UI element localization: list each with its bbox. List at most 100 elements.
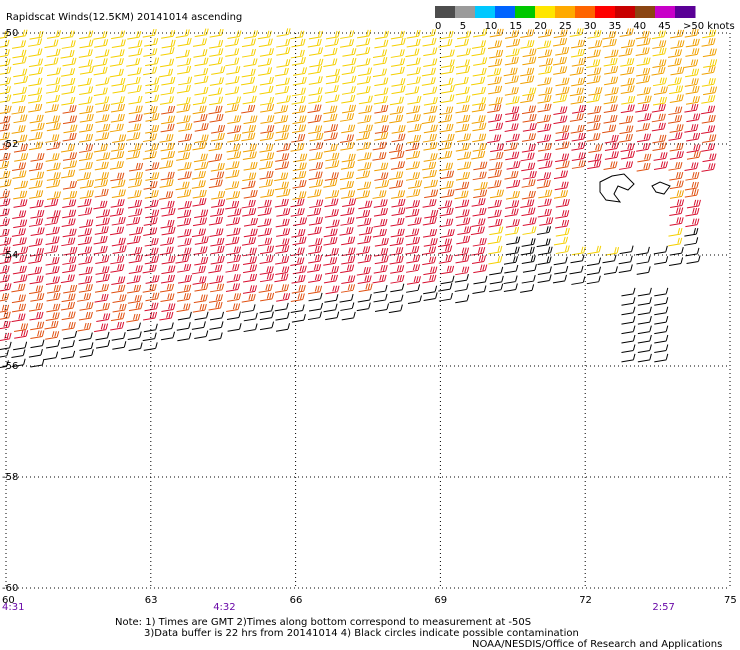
legend-swatch <box>575 6 596 18</box>
wind-barb <box>637 334 652 344</box>
wind-barb <box>372 68 387 78</box>
wind-barb <box>488 218 503 228</box>
wind-barb <box>46 191 61 201</box>
wind-barb <box>521 162 536 172</box>
wind-barb <box>684 104 699 113</box>
wind-barb <box>241 293 256 303</box>
wind-barb <box>307 226 322 236</box>
wind-barb <box>521 255 536 264</box>
legend-tick-label: 10 <box>485 21 498 32</box>
wind-barb <box>571 246 586 256</box>
wind-barb <box>309 58 324 68</box>
wind-barb <box>537 77 552 86</box>
wind-barb <box>12 255 27 264</box>
wind-barb <box>686 255 701 264</box>
wind-barb <box>358 124 373 134</box>
wind-barb <box>110 172 125 182</box>
wind-barb <box>243 115 258 125</box>
wind-barb <box>339 134 354 143</box>
wind-barb <box>126 313 141 323</box>
wind-barb <box>0 58 11 67</box>
wind-barb <box>407 134 422 144</box>
wind-barb <box>422 133 437 143</box>
wind-barb <box>358 200 373 210</box>
wind-barb <box>143 227 158 236</box>
wind-barb <box>194 236 209 245</box>
wind-barb <box>276 188 291 198</box>
wind-barb <box>471 247 486 256</box>
wind-barb <box>45 153 60 162</box>
lon-tick-label: 66 <box>290 595 303 606</box>
wind-barb <box>0 77 12 86</box>
wind-barb <box>126 216 141 226</box>
wind-barb <box>257 207 272 217</box>
wind-barb <box>292 162 307 172</box>
wind-barb <box>79 219 94 228</box>
wind-barb <box>275 245 290 254</box>
wind-barb <box>160 219 175 229</box>
wind-barb <box>210 283 225 293</box>
wind-barb <box>79 105 94 115</box>
wind-barb <box>259 245 275 255</box>
wind-barb <box>669 190 684 199</box>
wind-barb <box>456 133 472 143</box>
wind-barb <box>292 76 307 86</box>
wind-barb <box>522 123 537 132</box>
wind-barb <box>241 104 256 114</box>
wind-barb <box>341 255 356 265</box>
wind-barb <box>274 198 289 208</box>
wind-barb <box>373 56 388 66</box>
wind-barb <box>471 115 486 124</box>
wind-barb <box>357 162 372 171</box>
wind-barb <box>28 77 43 87</box>
wind-barb <box>28 67 43 76</box>
legend-swatch <box>535 6 556 18</box>
wind-barb <box>422 169 437 179</box>
wind-barb <box>325 38 340 47</box>
wind-barb <box>405 208 420 218</box>
wind-barb <box>128 302 143 312</box>
wind-barb <box>44 245 59 255</box>
wind-barb <box>439 30 454 40</box>
wind-barb <box>356 142 371 151</box>
legend-tick-label: 0 <box>435 21 441 32</box>
wind-barb <box>505 200 520 209</box>
wind-barb <box>422 274 437 284</box>
wind-barb <box>553 94 568 104</box>
wind-barb <box>554 265 569 275</box>
wind-barb <box>472 207 487 217</box>
wind-barb <box>13 134 28 144</box>
wind-barb <box>487 76 502 86</box>
wind-barb <box>0 94 12 103</box>
wind-barb <box>652 142 667 152</box>
wind-barb <box>603 115 618 124</box>
wind-barb <box>555 132 570 142</box>
wind-barb <box>440 49 455 59</box>
wind-barb <box>374 39 389 49</box>
wind-barb <box>142 264 157 274</box>
wind-barb <box>652 40 667 49</box>
wind-barb <box>28 103 43 113</box>
wind-barb <box>94 284 110 293</box>
wind-barb <box>325 190 340 199</box>
wind-barb <box>144 37 159 47</box>
wind-barb <box>112 294 127 303</box>
wind-barb <box>536 179 551 189</box>
wind-barb <box>471 198 486 207</box>
wind-barb <box>620 104 635 114</box>
wind-barb <box>160 151 175 160</box>
wind-barb <box>621 334 636 344</box>
wind-barb <box>159 134 174 143</box>
wind-barb <box>323 124 339 133</box>
wind-barb <box>0 152 11 162</box>
wind-barb <box>61 169 76 179</box>
wind-barb <box>488 255 503 265</box>
wind-barb <box>44 351 59 361</box>
wind-barb <box>553 170 568 180</box>
wind-barb <box>389 247 404 256</box>
wind-barb <box>291 38 306 48</box>
wind-barb <box>62 256 77 265</box>
wind-barb <box>226 311 241 321</box>
wind-barb <box>487 169 502 179</box>
wind-barb <box>211 190 226 200</box>
